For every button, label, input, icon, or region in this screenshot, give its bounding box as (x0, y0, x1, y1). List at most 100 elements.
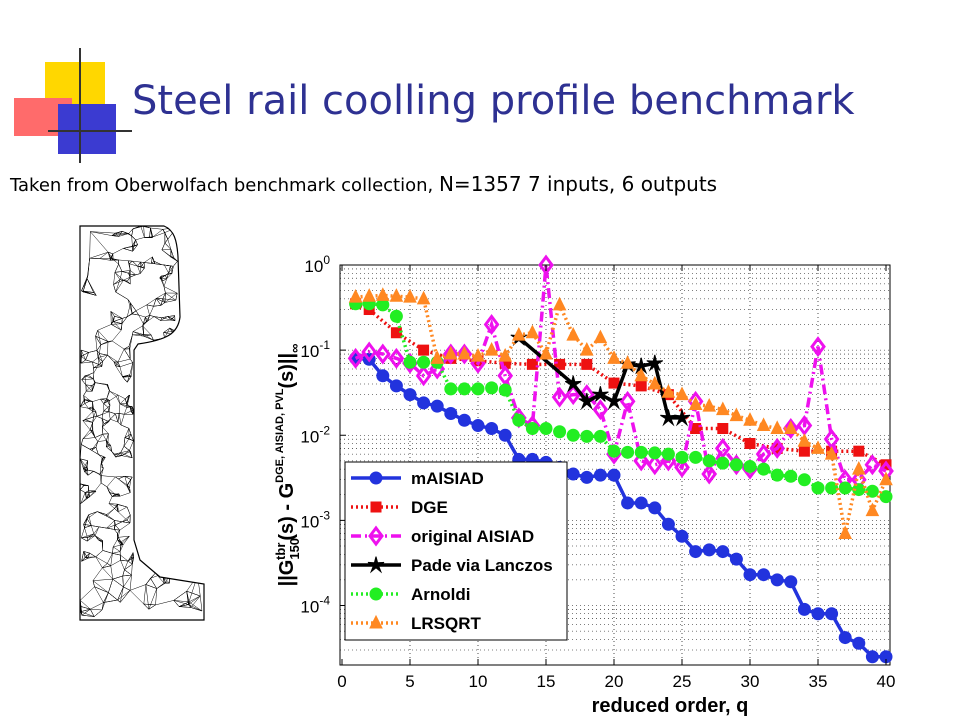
data-point (457, 413, 471, 427)
legend-marker (369, 614, 383, 629)
data-point (810, 336, 826, 358)
legend-entry: Pade via Lanczos (351, 556, 553, 575)
data-point (471, 382, 485, 396)
slide-title: Steel rail coolling profile benchmark (132, 78, 855, 124)
legend-entry: Arnoldi (351, 585, 471, 604)
data-point (648, 446, 662, 460)
data-point (716, 456, 730, 470)
y-tick-label: 10-3 (300, 508, 330, 531)
data-point (457, 345, 472, 360)
data-point (689, 450, 703, 464)
legend-marker (369, 471, 383, 485)
data-point (417, 355, 431, 369)
series-line (355, 293, 888, 534)
data-point (784, 575, 798, 589)
data-point (743, 459, 757, 473)
data-point (864, 454, 881, 476)
data-point (865, 502, 880, 517)
data-point (580, 470, 594, 484)
data-point (566, 467, 580, 481)
data-point (607, 468, 621, 482)
legend-label: mAISIAD (411, 469, 484, 488)
data-point (498, 348, 513, 362)
data-point (485, 381, 499, 395)
data-point (565, 384, 582, 406)
series-line (517, 336, 682, 420)
data-point (825, 607, 839, 621)
data-point (646, 354, 664, 372)
data-point (661, 384, 676, 398)
data-point (581, 358, 593, 370)
legend-entry: original AISIAD (351, 525, 534, 547)
x-axis-label: reduced order, q (592, 695, 749, 717)
y-tick-label: 10-2 (300, 423, 330, 446)
data-point (783, 420, 798, 435)
data-point (717, 423, 729, 435)
data-point (551, 386, 568, 408)
data-point (755, 443, 772, 465)
svg-text:||G150tbr(s) - GDGE, AISIAD, P: ||G150tbr(s) - GDGE, AISIAD, PVL(s)||∞ (273, 344, 302, 587)
data-point (471, 419, 485, 433)
data-point (756, 417, 771, 432)
legend-label: LRSQRT (411, 614, 482, 633)
data-point (838, 525, 853, 540)
deco-vertical-line (79, 48, 81, 163)
data-point (554, 358, 566, 370)
x-tick-label: 30 (741, 672, 760, 691)
legend-marker (370, 501, 382, 513)
data-point (607, 444, 621, 458)
data-point (702, 454, 716, 468)
data-point (744, 437, 756, 449)
data-point (347, 347, 364, 369)
data-point (361, 341, 378, 363)
data-point (388, 347, 405, 369)
data-point (375, 287, 390, 301)
data-point (675, 386, 689, 401)
data-point (484, 342, 499, 356)
data-point (634, 496, 648, 510)
x-tick-label: 35 (809, 672, 828, 691)
data-point (620, 355, 635, 369)
data-point (511, 327, 526, 341)
data-point (526, 358, 538, 370)
data-point (797, 473, 811, 487)
rail-mesh-illustration (79, 225, 205, 621)
data-point (675, 529, 689, 543)
x-tick-label: 25 (673, 672, 692, 691)
data-point (444, 407, 458, 421)
data-point (607, 350, 621, 364)
data-point (580, 429, 594, 443)
data-point (608, 377, 620, 389)
data-point (443, 345, 458, 360)
data-point (784, 469, 798, 483)
data-point (689, 545, 703, 559)
data-point (770, 468, 784, 482)
data-point (701, 463, 718, 485)
data-point (403, 355, 417, 369)
data-point (430, 350, 445, 364)
data-point (605, 392, 623, 410)
data-point (403, 388, 417, 402)
data-point (851, 461, 866, 475)
series-line (355, 302, 887, 499)
data-point (593, 468, 607, 482)
data-point (485, 422, 499, 436)
data-point (593, 429, 607, 443)
data-point (634, 445, 648, 459)
data-point (430, 399, 444, 413)
data-point (418, 344, 430, 356)
data-point (483, 313, 500, 335)
data-point (661, 517, 675, 531)
deco-horizontal-line (48, 130, 132, 132)
data-point (390, 327, 402, 339)
data-point (552, 296, 567, 311)
data-point (619, 390, 636, 412)
data-point (417, 396, 431, 410)
legend-entry: mAISIAD (351, 469, 484, 488)
data-point (592, 386, 609, 402)
x-tick-label: 20 (605, 672, 624, 691)
legend-marker (369, 587, 383, 601)
series-line (354, 264, 887, 482)
data-point (389, 288, 404, 302)
data-point (633, 450, 650, 472)
